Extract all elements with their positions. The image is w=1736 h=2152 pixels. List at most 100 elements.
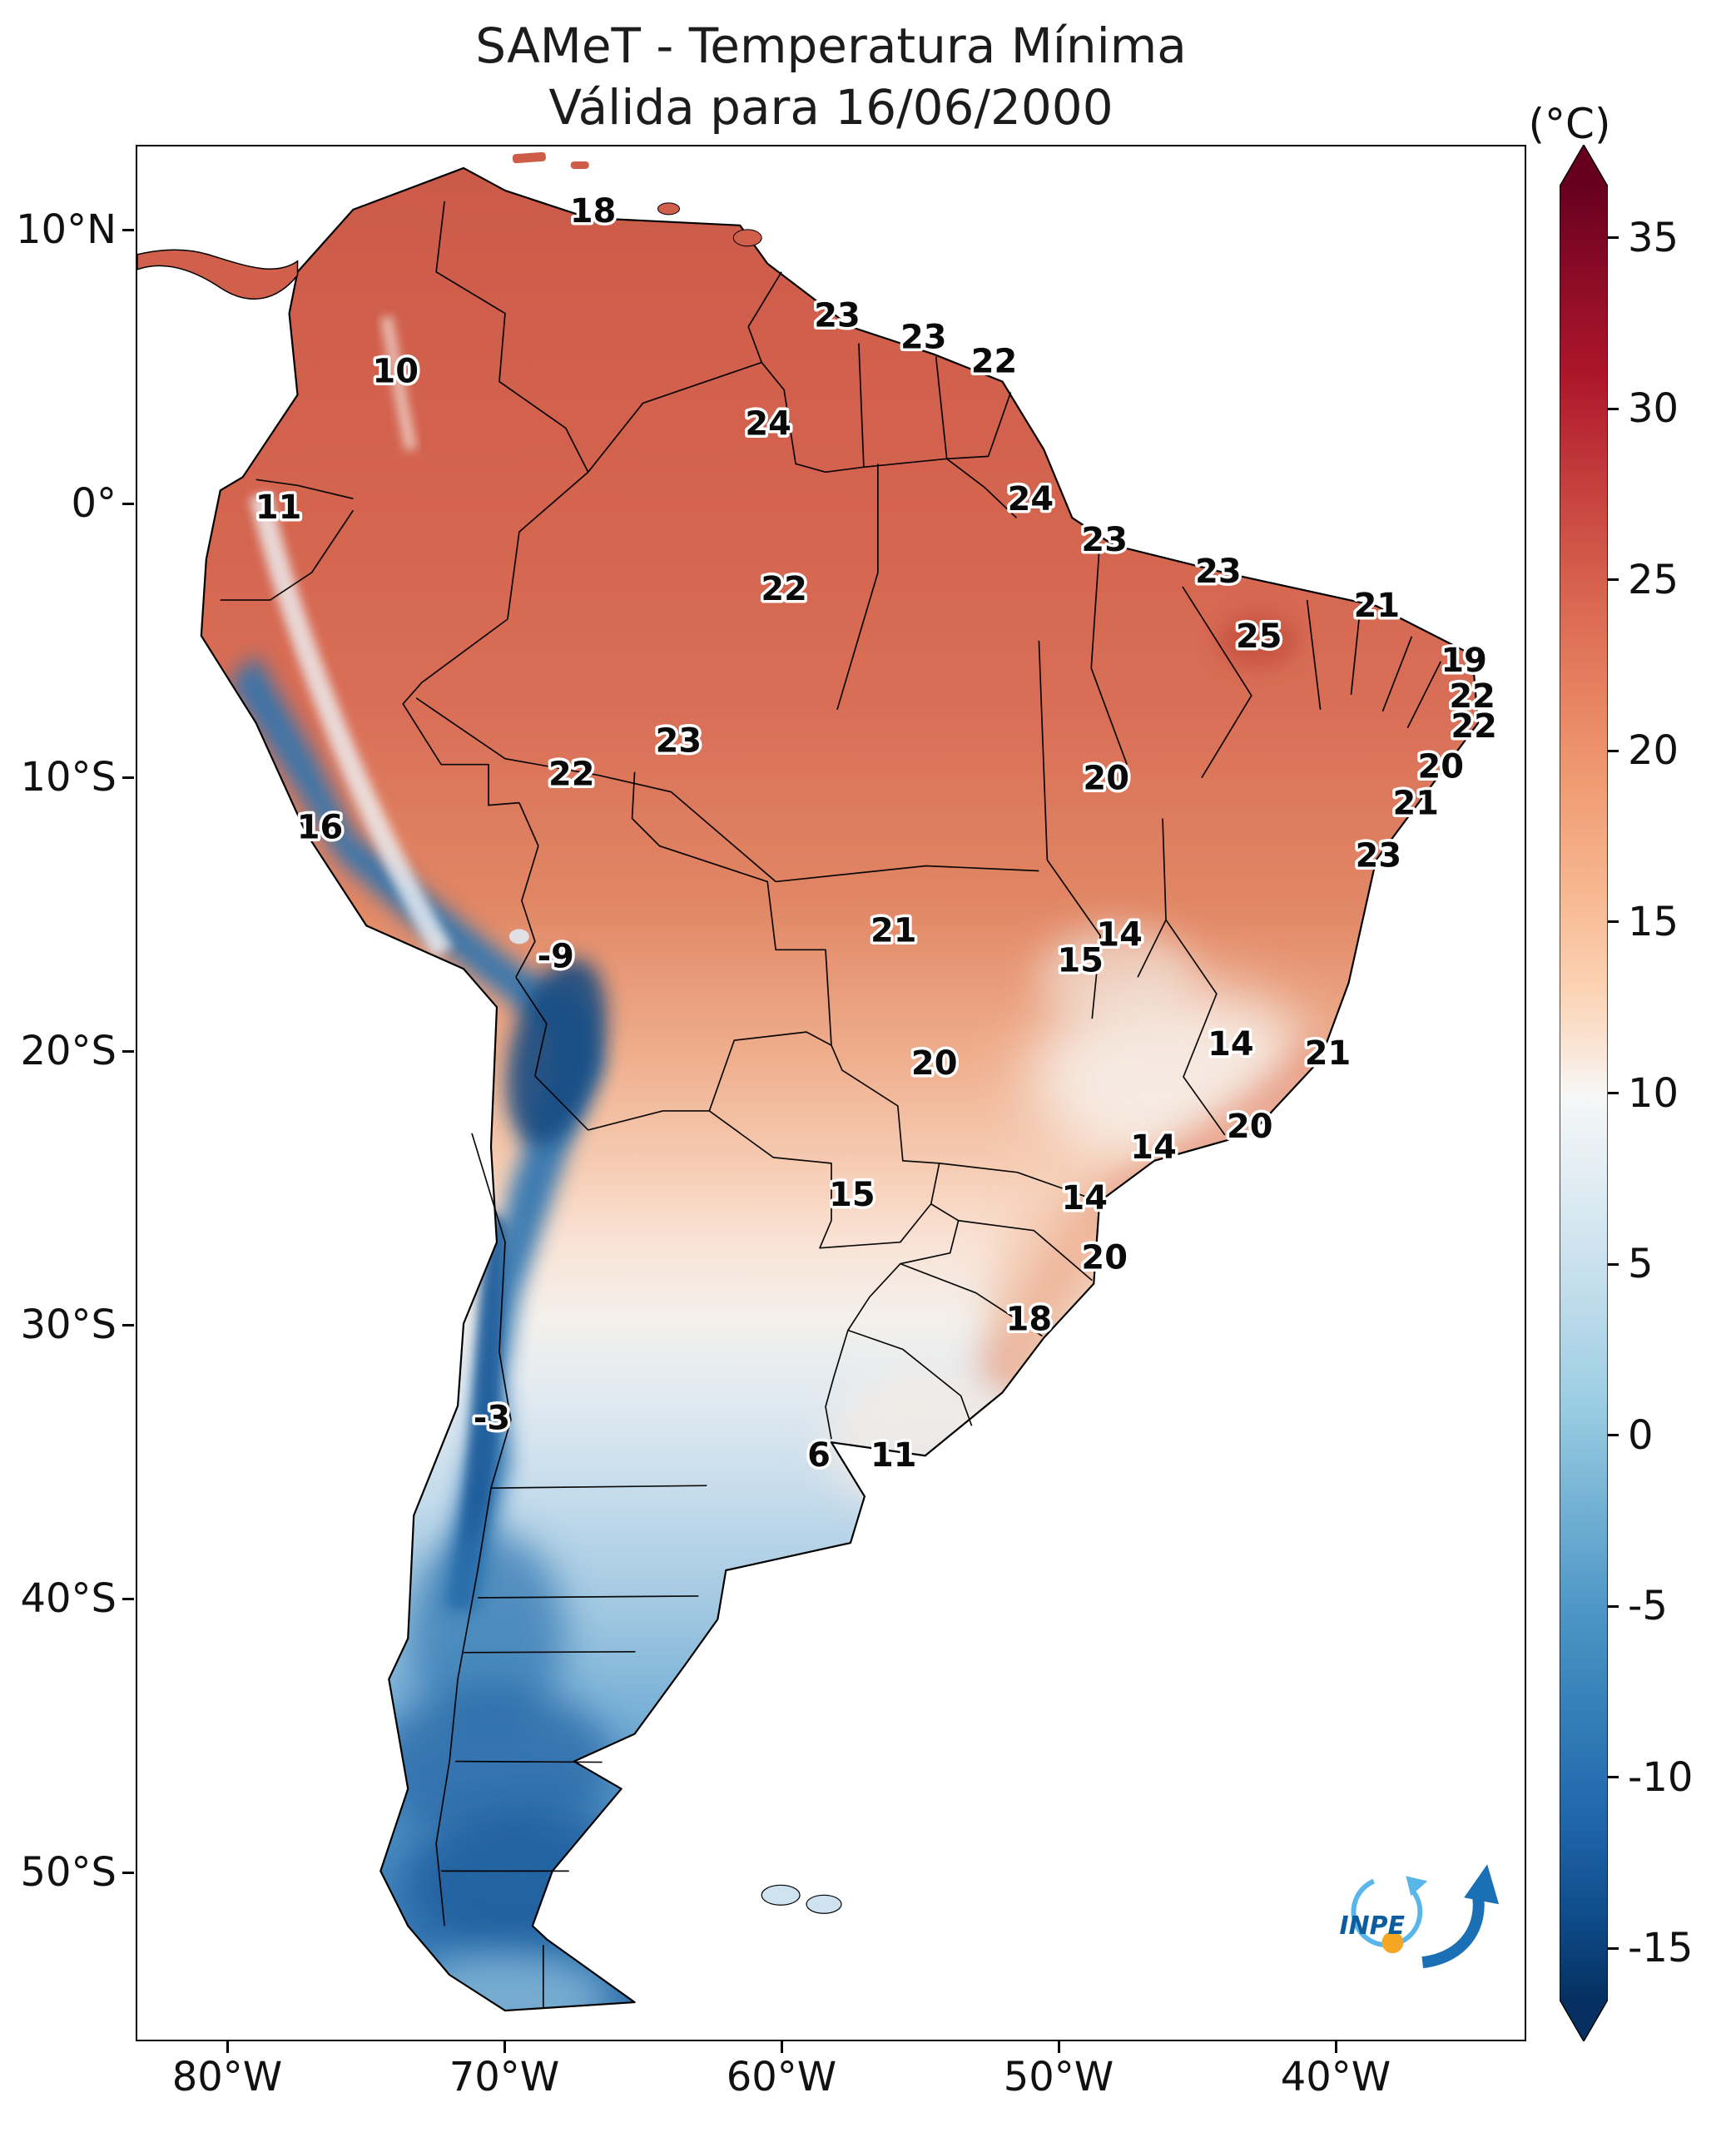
temperature-label: 20	[1227, 1108, 1273, 1146]
inpe-logo-swoosh	[1421, 1891, 1485, 1969]
temperature-label: 15	[1058, 941, 1104, 979]
x-axis-tick-label: 70°W	[449, 2054, 560, 2100]
temperature-label: 20	[1417, 748, 1464, 786]
temperature-label: 21	[1305, 1034, 1352, 1073]
margarita-island	[657, 202, 680, 216]
falkland-island-east	[806, 1894, 842, 1914]
colorbar-gradient	[1560, 145, 1608, 2041]
x-axis-tick-label: 50°W	[1003, 2054, 1114, 2100]
y-axis-tick-label: 50°S	[20, 1849, 117, 1896]
y-axis-tick-mark	[122, 1049, 134, 1053]
caribbean-island	[512, 151, 546, 164]
x-axis-tick-label: 40°W	[1280, 2054, 1391, 2100]
temperature-label: 22	[761, 570, 807, 608]
falkland-island-west	[761, 1884, 801, 1906]
temperature-label: -3	[474, 1399, 510, 1437]
temperature-label: 22	[1449, 677, 1495, 716]
colorbar-tick-mark	[1608, 1946, 1619, 1950]
temperature-label: 23	[1081, 521, 1128, 559]
goias-cool-patch	[1038, 927, 1196, 1028]
y-axis-tick-label: 10°S	[20, 754, 117, 801]
y-axis-tick-label: 30°S	[20, 1302, 117, 1348]
lake-titicaca	[508, 929, 529, 945]
map-title: SAMeT - Temperatura Mínima	[475, 17, 1187, 74]
colorbar-tick-mark	[1608, 407, 1619, 410]
temperature-label: 25	[1236, 617, 1282, 656]
y-axis-tick-mark	[122, 776, 134, 779]
colorbar-tick-label: 15	[1628, 898, 1679, 945]
islands	[512, 151, 842, 1914]
temperature-label: 20	[1083, 760, 1129, 798]
temperature-label: 22	[1451, 707, 1497, 746]
temperature-label: 18	[1006, 1301, 1053, 1339]
temperature-label: 21	[870, 911, 917, 950]
inpe-logo-text: INPE	[1340, 1912, 1406, 1941]
inpe-logo-orbit-arrowhead	[1406, 1876, 1428, 1897]
temperature-label: 23	[900, 319, 947, 357]
colorbar-tick-mark	[1608, 1262, 1619, 1266]
temperature-label: 11	[870, 1436, 917, 1475]
caribbean-island	[570, 161, 589, 169]
temperature-label: 14	[1096, 915, 1143, 954]
x-axis-tick-label: 60°W	[726, 2054, 837, 2100]
x-axis-tick-mark	[780, 2041, 783, 2053]
temperature-label: 20	[911, 1044, 958, 1083]
colorbar-unit-label: (°C)	[1528, 100, 1611, 148]
temperature-label: 23	[814, 297, 861, 335]
y-axis-tick-mark	[122, 502, 134, 505]
colorbar-tick-mark	[1608, 749, 1619, 752]
temperature-label: 21	[1354, 587, 1401, 625]
southern-andes-cold-core	[449, 1209, 508, 1609]
altiplano-cold-core	[506, 958, 607, 1146]
temperature-label: 23	[1195, 553, 1242, 591]
colorbar-tick-label: 10	[1628, 1069, 1679, 1117]
colorbar-tick-label: 25	[1628, 556, 1679, 603]
colorbar-tick-label: 0	[1628, 1411, 1654, 1459]
colorbar-tick-mark	[1608, 1434, 1619, 1437]
colorbar-tick-mark	[1608, 578, 1619, 582]
colorbar-tick-mark	[1608, 1776, 1619, 1779]
temperature-label: -9	[538, 937, 574, 975]
ne-brazil-hot-spot	[1218, 614, 1298, 667]
temperature-label: 6	[807, 1436, 831, 1475]
temperature-label: 22	[971, 343, 1018, 381]
trinidad-island	[732, 229, 762, 247]
temperature-label: 24	[745, 404, 791, 443]
map-subtitle-date: Válida para 16/06/2000	[548, 79, 1114, 136]
temperature-label: 16	[297, 809, 344, 847]
colorbar-tick-label: 35	[1628, 214, 1679, 261]
temperature-label: 14	[1208, 1025, 1254, 1064]
colorbar-tick-mark	[1608, 1092, 1619, 1094]
temperature-label: 19	[1441, 642, 1487, 680]
patagonia-cold-core	[407, 1530, 565, 1738]
inpe-logo-orange-dot	[1381, 1931, 1404, 1954]
country-borders	[220, 201, 1442, 2008]
temperature-label: 18	[570, 192, 617, 231]
x-axis-tick-label: 80°W	[171, 2054, 283, 2100]
x-axis-tick-mark	[503, 2041, 506, 2053]
inpe-logo-swoosh-arrowhead	[1464, 1864, 1500, 1905]
colorbar-tick-mark	[1608, 920, 1619, 924]
colombian-andes-cool-ridge	[380, 315, 418, 451]
colorbar-tick-label: -15	[1628, 1925, 1694, 1972]
south-america-landmass	[200, 166, 1480, 2012]
temperature-label: 10	[372, 353, 419, 391]
colorbar-tick-label: -10	[1628, 1753, 1694, 1801]
colorbar-tick-label: 5	[1628, 1241, 1654, 1288]
temperature-label: 14	[1062, 1179, 1109, 1217]
map-plot-area: 18 23 23 22 10 24 11 24 23 22 23 21 25 19 22 22 23 22 20 20…	[136, 145, 1526, 2041]
x-axis-tick-mark	[1057, 2041, 1060, 2053]
temperature-label: 14	[1130, 1128, 1177, 1167]
colorbar-tick-label: -5	[1628, 1583, 1668, 1630]
temperature-label: 23	[1356, 836, 1402, 875]
patagonia-cold-core	[374, 1687, 615, 1846]
colorbar-tick-label: 30	[1628, 385, 1679, 433]
y-axis-tick-label: 10°N	[16, 206, 117, 253]
peru-coast-cool-strip	[250, 493, 453, 958]
y-axis-tick-label: 20°S	[20, 1028, 117, 1074]
x-axis-tick-mark	[1334, 2041, 1337, 2053]
temperature-label: 23	[656, 722, 702, 761]
y-axis-tick-label: 40°S	[20, 1575, 117, 1622]
